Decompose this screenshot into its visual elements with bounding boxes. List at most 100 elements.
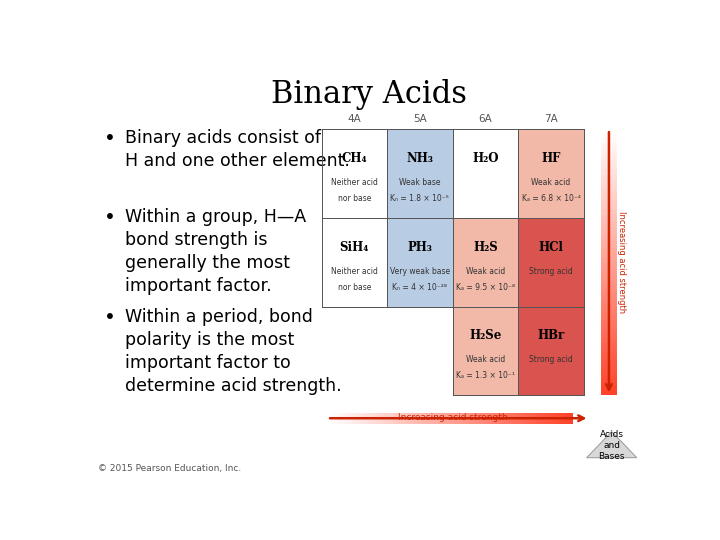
Bar [601, 205, 617, 209]
Bar [601, 191, 617, 196]
Bar [339, 413, 343, 424]
Bar [601, 351, 617, 355]
Bar [601, 183, 617, 187]
Bar [450, 413, 454, 424]
Bar [601, 387, 617, 391]
Bar [470, 413, 474, 424]
Bar [327, 413, 331, 424]
Bar [499, 413, 503, 424]
Bar [569, 413, 572, 424]
Text: Strong acid: Strong acid [529, 267, 573, 276]
Bar [557, 413, 560, 424]
Bar [601, 249, 617, 253]
Bar [364, 413, 368, 424]
Bar [601, 302, 617, 307]
Text: •: • [104, 208, 116, 227]
Bar [601, 377, 617, 382]
Text: 5A: 5A [413, 114, 427, 124]
Bar [601, 258, 617, 262]
Bar [548, 413, 552, 424]
Bar [421, 413, 426, 424]
Text: Weak base: Weak base [399, 178, 441, 187]
Text: PH₃: PH₃ [408, 241, 433, 254]
Text: Neither acid: Neither acid [331, 267, 378, 276]
Bar [601, 329, 617, 333]
Text: © 2015 Pearson Education, Inc.: © 2015 Pearson Education, Inc. [99, 464, 242, 473]
Text: Neither acid: Neither acid [331, 178, 378, 187]
Bar [601, 173, 617, 178]
Bar [601, 187, 617, 191]
Bar [601, 156, 617, 160]
Bar [601, 280, 617, 285]
Bar [552, 413, 557, 424]
Text: SiH₄: SiH₄ [340, 241, 369, 254]
Bar [601, 311, 617, 315]
Bar [601, 235, 617, 240]
Bar [601, 298, 617, 302]
Bar [601, 320, 617, 325]
Text: Kₐ = 1.3 × 10⁻¹: Kₐ = 1.3 × 10⁻¹ [456, 372, 515, 380]
Text: HBr: HBr [537, 329, 564, 342]
Bar [511, 413, 516, 424]
Bar [601, 160, 617, 165]
Bar [601, 138, 617, 143]
Bar [322, 129, 387, 218]
Bar [467, 413, 470, 424]
Bar [409, 413, 413, 424]
Bar [601, 342, 617, 347]
Text: 7A: 7A [544, 114, 558, 124]
Bar [348, 413, 351, 424]
Bar [601, 209, 617, 213]
Bar [368, 413, 372, 424]
Bar [601, 147, 617, 151]
Bar [601, 307, 617, 311]
Bar [401, 413, 405, 424]
Polygon shape [587, 431, 637, 458]
Bar [601, 369, 617, 373]
Bar [503, 413, 507, 424]
Bar [564, 413, 569, 424]
Text: Weak acid: Weak acid [466, 355, 505, 364]
Bar [544, 413, 548, 424]
Bar [601, 253, 617, 258]
Text: H₂Se: H₂Se [469, 329, 502, 342]
Bar [429, 413, 433, 424]
Bar [377, 413, 380, 424]
Bar [601, 347, 617, 351]
Bar [601, 178, 617, 183]
Bar [601, 129, 617, 134]
Text: nor base: nor base [338, 282, 371, 292]
Bar [601, 169, 617, 173]
Bar [454, 413, 458, 424]
Bar [601, 213, 617, 218]
Bar [601, 338, 617, 342]
Text: CH₄: CH₄ [341, 152, 367, 165]
Bar [601, 315, 617, 320]
Text: H₂O: H₂O [472, 152, 499, 165]
Bar [601, 222, 617, 227]
Text: Within a group, H—A
bond strength is
generally the most
important factor.: Within a group, H—A bond strength is gen… [125, 208, 306, 295]
Bar [532, 413, 536, 424]
Bar [540, 413, 544, 424]
Bar [351, 413, 356, 424]
Text: Increasing acid strength: Increasing acid strength [617, 211, 626, 313]
Text: Kₙ = 4 × 10⁻²⁸: Kₙ = 4 × 10⁻²⁸ [392, 282, 447, 292]
Bar [519, 413, 523, 424]
Bar [601, 231, 617, 235]
Text: Weak acid: Weak acid [466, 267, 505, 276]
Text: 4A: 4A [348, 114, 361, 124]
Bar [601, 134, 617, 138]
Text: HCl: HCl [539, 241, 564, 254]
Bar [601, 333, 617, 338]
Bar [601, 245, 617, 249]
Bar [438, 413, 442, 424]
Text: HF: HF [541, 152, 561, 165]
Bar [601, 293, 617, 298]
Bar [387, 218, 453, 307]
Bar [518, 129, 584, 218]
Bar [453, 218, 518, 307]
Bar [601, 218, 617, 222]
Text: Binary Acids: Binary Acids [271, 79, 467, 110]
Bar [426, 413, 429, 424]
Bar [462, 413, 467, 424]
